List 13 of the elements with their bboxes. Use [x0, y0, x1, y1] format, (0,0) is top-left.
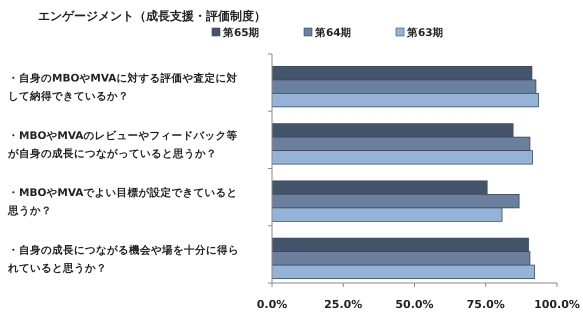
legend-label: 第63期 — [406, 26, 444, 39]
x-tick-label: 0.0% — [256, 298, 288, 311]
x-tick-label: 25.0% — [324, 298, 362, 311]
y-tick-label: ・自身のMBOやMVAに対する評価や査定に対して納得できているか？ — [8, 72, 238, 103]
x-tick-label: 50.0% — [395, 298, 434, 311]
text: エンゲージメント（成長支援・評価制度） — [38, 9, 266, 23]
x-tick-label: 100.0% — [534, 298, 580, 311]
legend-label: 第65期 — [222, 26, 260, 39]
y-tick-label: ・MBOやMVAでよい目標が設定できていると思うか？ — [7, 186, 238, 218]
legend-label: 第64期 — [314, 26, 352, 39]
x-tick-label: 75.0% — [466, 298, 505, 311]
y-tick-label: ・自身の成長につながる機会や場を十分に得られていると思うか？ — [7, 243, 239, 274]
y-tick-label: ・MBOやMVAのレビューやフィードバック等が自身の成長につながっていると思うか？ — [7, 128, 238, 160]
